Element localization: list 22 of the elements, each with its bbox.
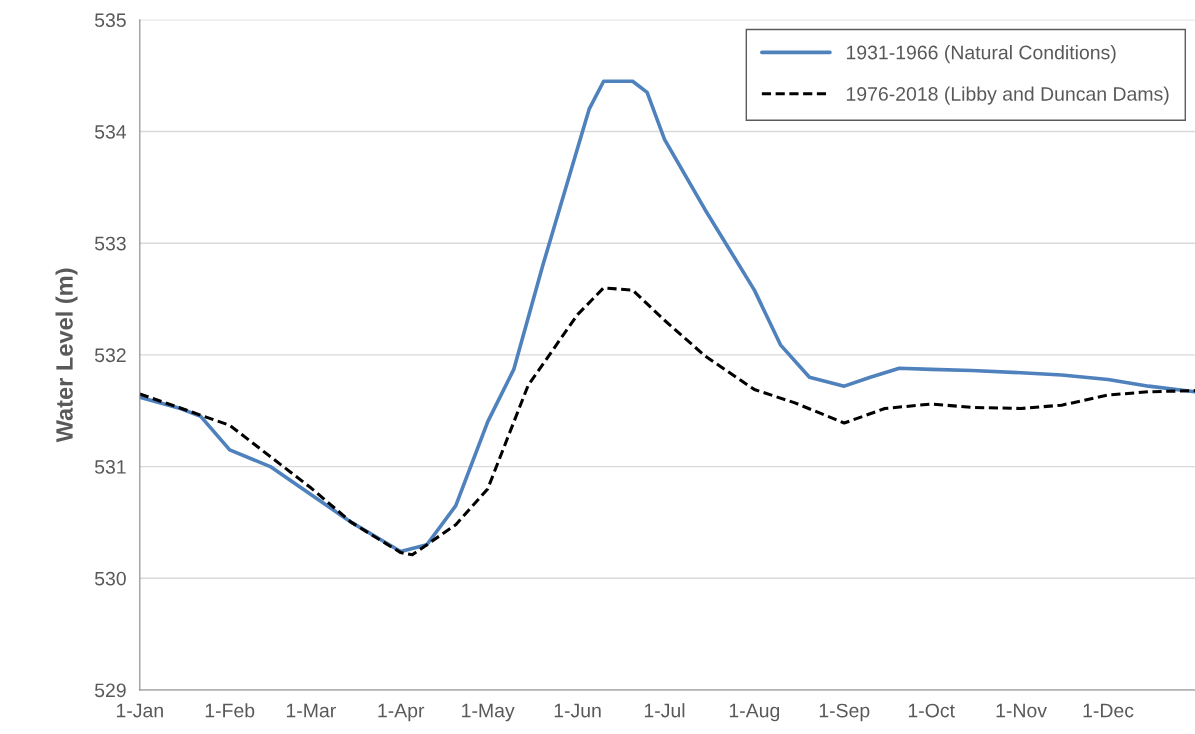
x-tick-label: 1-Jan [116,703,163,718]
y-tick-label: 533 [94,236,126,251]
y-axis-title: Water Level (m) [55,268,78,443]
x-tick-label: 1-Aug [729,703,780,722]
x-tick-label: 1-Nov [996,703,1047,718]
x-tick-label: 1-May [462,703,515,722]
x-tick-label: 1-Oct [908,703,955,718]
y-tick-label: 535 [94,13,126,28]
y-tick-label: 530 [94,571,126,586]
y-tick-label: 529 [94,683,126,698]
y-tick-label: 532 [94,348,126,363]
legend-label: 1976-2018 (Libby and Duncan Dams) [846,86,1169,105]
y-tick-label: 531 [94,460,126,474]
x-tick-label: 1-Jul [644,703,685,718]
x-tick-label: 1-Apr [378,703,425,722]
y-tick-label: 534 [94,124,127,139]
legend-label: 1931-1966 (Natural Conditions) [846,45,1116,64]
x-tick-label: 1-Feb [205,703,255,718]
x-tick-label: 1-Sep [819,703,870,722]
x-tick-label: 1-Dec [1083,703,1134,718]
x-tick-label: 1-Mar [286,703,336,718]
x-tick-label: 1-Jun [554,703,601,718]
